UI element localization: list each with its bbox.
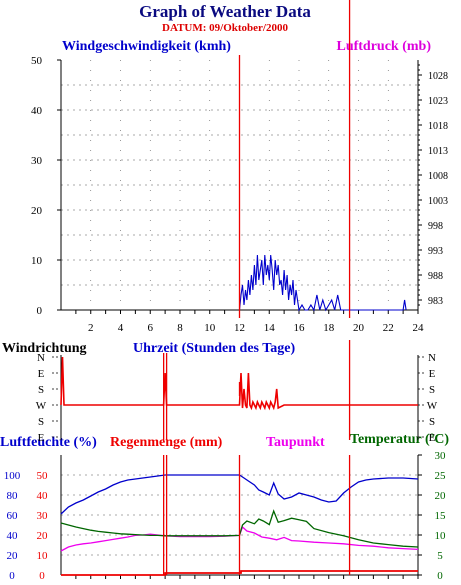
rain-ylabel: Regenmenge (mm) xyxy=(110,435,223,450)
direction-label-left: S xyxy=(38,384,44,396)
direction-label-left: S xyxy=(38,416,44,428)
x-tick-label: 12 xyxy=(234,322,245,334)
rain-tick-label: 20 xyxy=(37,530,49,542)
chart-subtitle: DATUM: 09/Oktober/2000 xyxy=(162,22,288,34)
direction-label-right: S xyxy=(429,416,435,428)
wind-direction-panel: N NE ES SW WS SE E xyxy=(36,340,438,444)
y2-tick-label: 1003 xyxy=(428,196,448,207)
pressure-ylabel: Luftdruck (mb) xyxy=(336,39,431,54)
wind-ylabel: Windgeschwindigkeit (kmh) xyxy=(62,39,231,54)
y2-tick-label: 1013 xyxy=(428,146,448,157)
y-tick-label: 20 xyxy=(31,205,43,217)
y2-tick-label: 1018 xyxy=(428,121,448,132)
x-tick-label: 20 xyxy=(353,322,365,334)
y2-tick-label: 983 xyxy=(428,296,443,307)
humidity-tick-label: 0 xyxy=(9,570,15,582)
x-tick-label: 14 xyxy=(264,322,276,334)
dewpoint-ylabel: Taupunkt xyxy=(266,435,325,450)
x-tick-label: 22 xyxy=(383,322,394,334)
direction-label-right: W xyxy=(427,400,438,412)
rain-tick-label: 0 xyxy=(39,570,45,582)
x-tick-label: 2 xyxy=(88,322,94,334)
humidity-tick-label: 100 xyxy=(4,470,21,482)
temp-tick-label: 10 xyxy=(435,530,447,542)
y2-tick-label: 1008 xyxy=(428,171,448,182)
temp-tick-label: 30 xyxy=(435,450,447,462)
rain-tick-label: 30 xyxy=(37,510,49,522)
x-tick-label: 6 xyxy=(148,322,154,334)
y2-tick-label: 993 xyxy=(428,246,443,257)
direction-label-right: E xyxy=(429,368,436,380)
y-tick-label: 10 xyxy=(31,255,43,267)
humidity-tick-label: 80 xyxy=(7,490,19,502)
chart-title: Graph of Weather Data xyxy=(139,2,311,21)
y2-tick-label: 1028 xyxy=(428,71,448,82)
rain-tick-label: 50 xyxy=(37,470,49,482)
temp-tick-label: 0 xyxy=(437,570,443,582)
y-tick-label: 40 xyxy=(31,105,43,117)
x-tick-label: 18 xyxy=(323,322,335,334)
y-tick-label: 0 xyxy=(37,305,43,317)
wind-direction-title: Windrichtung xyxy=(2,341,87,356)
wind-speed-line xyxy=(238,254,407,312)
x-tick-label: 10 xyxy=(204,322,216,334)
time-xlabel: Uhrzeit (Stunden des Tage) xyxy=(133,341,296,356)
humidity-tick-label: 40 xyxy=(7,530,19,542)
y-tick-label: 50 xyxy=(31,55,43,67)
wind-direction-line xyxy=(60,356,418,411)
temp-tick-label: 20 xyxy=(435,490,447,502)
direction-label-right: N xyxy=(428,352,436,364)
x-tick-label: 24 xyxy=(413,322,425,334)
temp-tick-label: 5 xyxy=(437,550,443,562)
temp-tick-label: 25 xyxy=(435,470,447,482)
temperature-ylabel: Temperatur (ºC) xyxy=(350,432,449,447)
direction-label-left: E xyxy=(38,368,45,380)
humidity-tick-label: 60 xyxy=(7,510,19,522)
direction-label-left: W xyxy=(36,400,47,412)
x-tick-label: 16 xyxy=(294,322,306,334)
direction-label-left: N xyxy=(37,352,45,364)
humidity-line xyxy=(60,474,419,515)
direction-label-left: E xyxy=(38,432,45,444)
rain-tick-label: 40 xyxy=(37,490,49,502)
direction-label-right: S xyxy=(429,384,435,396)
y2-tick-label: 998 xyxy=(428,221,443,232)
temp-tick-label: 15 xyxy=(435,510,447,522)
direction-label-right: E xyxy=(429,432,436,444)
temperature-line xyxy=(60,509,419,548)
humidity-ylabel: Luftfeuchte (%) xyxy=(0,435,97,450)
humidity-temperature-panel: 0 20 40 60 80 100 0 10 20 30 40 50 0 5 10 15 20 25 30 xyxy=(4,450,446,582)
y-tick-label: 30 xyxy=(31,155,43,167)
rain-tick-label: 10 xyxy=(37,550,49,562)
humidity-tick-label: 20 xyxy=(7,550,19,562)
wind-pressure-panel: 0102030405098398899399810031008101310181… xyxy=(31,0,448,334)
x-tick-label: 8 xyxy=(177,322,183,334)
y2-tick-label: 988 xyxy=(428,271,443,282)
y2-tick-label: 1023 xyxy=(428,96,448,107)
x-tick-label: 4 xyxy=(118,322,124,334)
